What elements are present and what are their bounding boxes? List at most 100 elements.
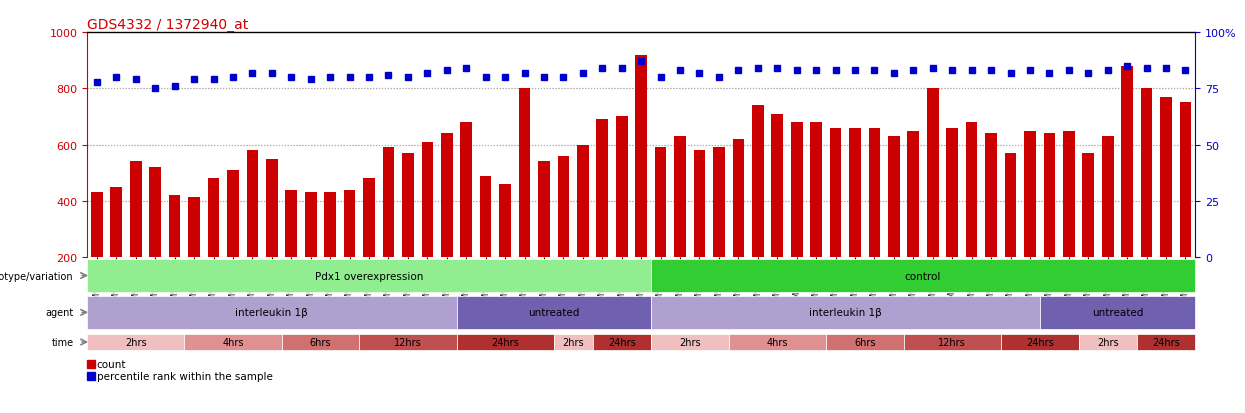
Bar <box>422 142 433 257</box>
FancyBboxPatch shape <box>651 296 1040 329</box>
FancyBboxPatch shape <box>825 334 904 350</box>
Bar <box>675 137 686 257</box>
Bar <box>188 197 200 257</box>
Text: 2hrs: 2hrs <box>124 337 147 347</box>
FancyBboxPatch shape <box>554 334 593 350</box>
FancyBboxPatch shape <box>728 334 825 350</box>
FancyBboxPatch shape <box>904 334 1001 350</box>
Text: 24hrs: 24hrs <box>608 337 636 347</box>
Bar <box>344 190 355 257</box>
Text: 4hrs: 4hrs <box>222 337 244 347</box>
FancyBboxPatch shape <box>593 334 651 350</box>
FancyBboxPatch shape <box>360 334 457 350</box>
FancyBboxPatch shape <box>651 334 728 350</box>
Bar <box>1025 131 1036 257</box>
Text: control: control <box>905 271 941 281</box>
Text: interleukin 1β: interleukin 1β <box>809 308 881 318</box>
Text: time: time <box>51 337 73 347</box>
Bar <box>266 159 278 257</box>
Bar <box>713 148 725 257</box>
Bar <box>616 117 627 257</box>
Bar <box>461 123 472 257</box>
Bar <box>499 185 510 257</box>
FancyBboxPatch shape <box>87 259 651 292</box>
Bar <box>849 128 860 257</box>
Text: 2hrs: 2hrs <box>1097 337 1118 347</box>
Bar <box>1005 154 1016 257</box>
Bar <box>247 151 258 257</box>
Bar <box>752 106 763 257</box>
Bar <box>1180 103 1191 257</box>
Text: 24hrs: 24hrs <box>492 337 519 347</box>
FancyBboxPatch shape <box>87 334 184 350</box>
Bar <box>1140 89 1153 257</box>
Bar <box>1160 97 1172 257</box>
FancyBboxPatch shape <box>1040 296 1195 329</box>
Bar <box>869 128 880 257</box>
Text: 4hrs: 4hrs <box>767 337 788 347</box>
Bar <box>441 134 453 257</box>
Text: 24hrs: 24hrs <box>1026 337 1053 347</box>
FancyBboxPatch shape <box>1078 334 1137 350</box>
Bar <box>596 120 608 257</box>
FancyBboxPatch shape <box>1001 334 1078 350</box>
Text: 12hrs: 12hrs <box>939 337 966 347</box>
Bar <box>538 162 550 257</box>
Bar <box>111 188 122 257</box>
Bar <box>129 162 142 257</box>
Bar <box>324 193 336 257</box>
Bar <box>1043 134 1056 257</box>
FancyBboxPatch shape <box>184 334 281 350</box>
Text: 2hrs: 2hrs <box>563 337 584 347</box>
Bar <box>227 171 239 257</box>
FancyBboxPatch shape <box>457 296 651 329</box>
Text: GDS4332 / 1372940_at: GDS4332 / 1372940_at <box>87 18 249 32</box>
Bar <box>693 151 706 257</box>
FancyBboxPatch shape <box>281 334 360 350</box>
Bar <box>655 148 666 257</box>
Bar <box>1102 137 1113 257</box>
Bar <box>985 134 997 257</box>
Bar <box>479 176 492 257</box>
Bar <box>732 140 745 257</box>
Text: untreated: untreated <box>528 308 579 318</box>
Bar <box>305 193 316 257</box>
Bar <box>635 55 647 257</box>
Bar <box>558 157 569 257</box>
Bar <box>810 123 822 257</box>
FancyBboxPatch shape <box>1137 334 1195 350</box>
Text: genotype/variation: genotype/variation <box>0 271 73 281</box>
Bar <box>966 123 977 257</box>
FancyBboxPatch shape <box>87 296 457 329</box>
Text: percentile rank within the sample: percentile rank within the sample <box>97 371 273 381</box>
Bar <box>772 114 783 257</box>
Text: 6hrs: 6hrs <box>310 337 331 347</box>
Bar <box>908 131 919 257</box>
Text: untreated: untreated <box>1092 308 1143 318</box>
Text: 2hrs: 2hrs <box>679 337 701 347</box>
Text: 24hrs: 24hrs <box>1152 337 1180 347</box>
Bar <box>364 179 375 257</box>
Text: agent: agent <box>45 308 73 318</box>
Text: 6hrs: 6hrs <box>854 337 875 347</box>
Bar <box>519 89 530 257</box>
Bar <box>1082 154 1094 257</box>
FancyBboxPatch shape <box>457 334 554 350</box>
Bar <box>169 196 181 257</box>
Bar <box>1122 67 1133 257</box>
Text: 12hrs: 12hrs <box>393 337 422 347</box>
Bar <box>946 128 959 257</box>
Bar <box>829 128 842 257</box>
Text: interleukin 1β: interleukin 1β <box>235 308 309 318</box>
Bar <box>1063 131 1074 257</box>
Bar <box>285 190 298 257</box>
Bar <box>928 89 939 257</box>
Bar <box>888 137 900 257</box>
FancyBboxPatch shape <box>651 259 1195 292</box>
Bar <box>208 179 219 257</box>
Text: Pdx1 overexpression: Pdx1 overexpression <box>315 271 423 281</box>
Bar <box>402 154 413 257</box>
Bar <box>91 193 102 257</box>
Bar <box>149 168 161 257</box>
Text: count: count <box>97 360 127 370</box>
